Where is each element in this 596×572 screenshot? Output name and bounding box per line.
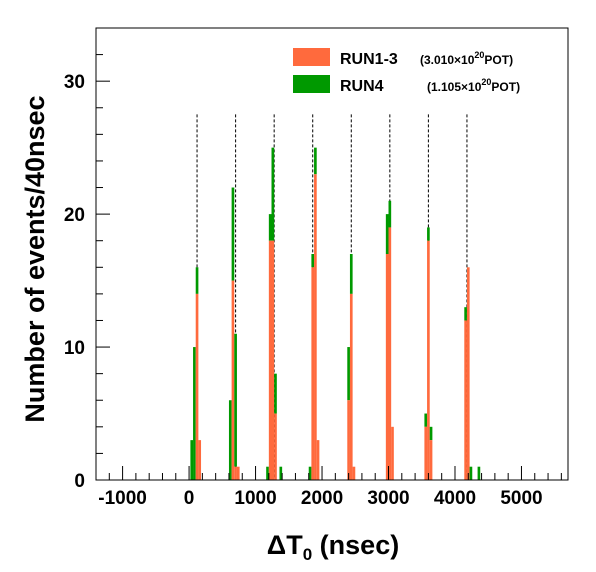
legend-label-run4: RUN4 <box>340 78 384 95</box>
bar-run4-25 <box>429 426 433 441</box>
bar-run1-3-6 <box>234 466 237 480</box>
bar-run4-24 <box>427 227 430 241</box>
x-axis-unit: (nsec) <box>320 530 400 560</box>
plot-frame <box>95 27 569 481</box>
bar-run1-3-5 <box>231 280 235 480</box>
bar-run4-28 <box>469 466 473 480</box>
bar-run4-1 <box>193 347 196 480</box>
bar-run4-26 <box>464 307 467 321</box>
bar-run4-14 <box>311 254 315 268</box>
x-axis-title: ΔT0 (nsec) <box>267 530 399 564</box>
x-axis-symbol: ΔT <box>267 530 303 560</box>
legend-pot-run4: (1.105×1020POT) <box>427 77 520 94</box>
legend-label-run1-3: RUN1-3 <box>340 51 398 68</box>
bar-run1-3-22 <box>391 426 394 480</box>
bar-run4-8 <box>266 466 269 480</box>
bar-run1-3-3 <box>198 440 202 480</box>
bar-run1-3-24 <box>427 240 430 480</box>
bar-run4-17 <box>347 347 350 401</box>
legend: RUN1-3 (3.010×1020POT) RUN4 (1.105×1020P… <box>293 48 520 95</box>
bar-run1-3-20 <box>385 254 389 480</box>
bar-run1-3-15 <box>314 174 317 480</box>
x-tick-label--1000: -1000 <box>98 488 147 509</box>
x-tick-label-4000: 4000 <box>434 488 476 509</box>
x-tick-label-1000: 1000 <box>234 488 276 509</box>
bar-run1-3-2 <box>195 293 199 480</box>
x-axis-subscript: 0 <box>303 545 312 564</box>
bar-run1-3-16 <box>316 440 320 480</box>
bar-run1-3-26 <box>464 320 467 480</box>
bar-run4-4 <box>228 400 232 480</box>
bar-run4-9 <box>268 214 272 241</box>
axis-ticks <box>95 27 562 481</box>
bar-run4-18 <box>349 254 353 294</box>
bar-run1-3-18 <box>349 293 353 480</box>
y-tick-label-10: 10 <box>64 338 85 359</box>
bar-run1-3-9 <box>268 240 272 480</box>
bar-run4-0 <box>190 440 194 480</box>
x-tick-label-2000: 2000 <box>301 488 343 509</box>
bar-run4-11 <box>274 373 277 414</box>
bar-run4-6 <box>234 333 237 467</box>
bar-run4-15 <box>314 147 317 175</box>
bar-run1-3-17 <box>347 400 350 480</box>
bar-run1-3-25 <box>429 440 433 480</box>
legend-pot-run1-3: (3.010×1020POT) <box>420 50 513 67</box>
y-tick-label-0: 0 <box>74 471 85 492</box>
plot-border <box>95 27 569 481</box>
bar-run1-3-21 <box>388 227 392 480</box>
y-axis-title: Number of events/40nsec <box>20 95 50 422</box>
bar-run1-3-19 <box>352 466 356 480</box>
x-axis-space <box>312 530 320 560</box>
x-tick-label-0: 0 <box>184 488 195 509</box>
bar-run1-3-27 <box>466 267 470 480</box>
bar-run4-23 <box>424 413 428 427</box>
bar-run1-3-23 <box>424 426 428 480</box>
bar-run4-5 <box>231 187 235 281</box>
bar-run4-13 <box>308 466 312 480</box>
bar-run4-29 <box>477 466 481 480</box>
histogram-bars <box>190 147 481 480</box>
y-tick-label-20: 20 <box>64 205 85 226</box>
bar-run4-2 <box>195 267 199 294</box>
tick-labels: -1000 0 1000 2000 3000 4000 5000 0 10 20 30 <box>64 72 543 509</box>
bar-run1-3-14 <box>311 267 315 480</box>
bar-run4-20 <box>385 214 389 254</box>
legend-swatch-run4 <box>293 75 330 93</box>
bar-run1-3-11 <box>274 413 277 480</box>
y-tick-label-30: 30 <box>64 72 85 93</box>
x-tick-label-5000: 5000 <box>500 488 542 509</box>
bar-run1-3-7 <box>236 466 240 480</box>
x-tick-label-3000: 3000 <box>367 488 409 509</box>
bar-run4-21 <box>388 200 392 228</box>
legend-swatch-run1-3 <box>293 48 330 66</box>
bar-run4-12 <box>279 466 283 480</box>
bar-run1-3-10 <box>271 240 275 480</box>
bar-run4-10 <box>271 147 275 241</box>
